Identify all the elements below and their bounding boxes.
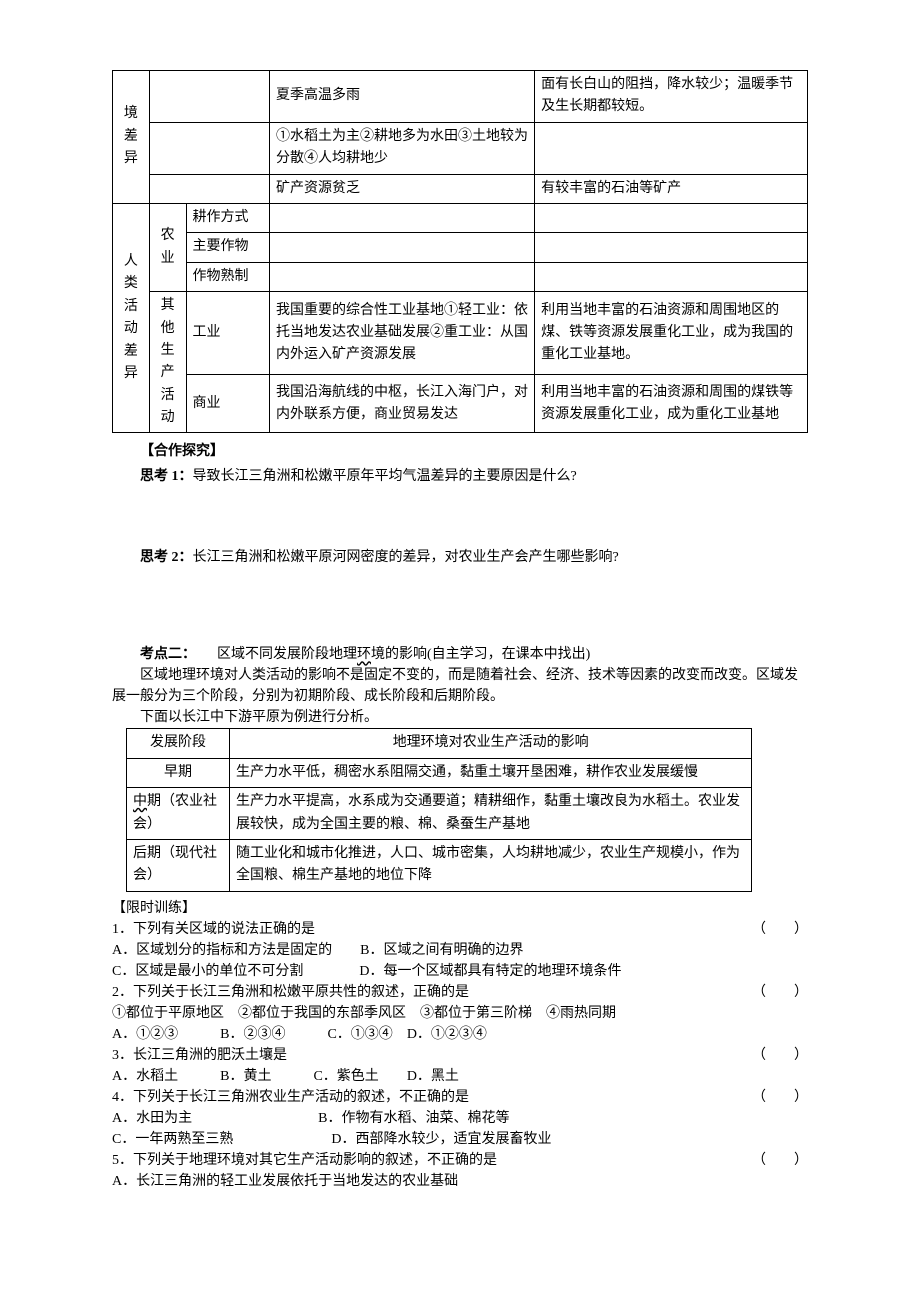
exercise-title: 【限时训练】: [112, 898, 808, 919]
cooperation-title: 【合作探究】: [112, 441, 808, 462]
cell-industry-label: 工业: [186, 292, 270, 375]
cell-mineral-ne: 有较丰富的石油等矿产: [535, 174, 808, 203]
q1-opts-2: C．区域是最小的单位不可分割 D．每一个区域都具有特定的地理环境条件: [112, 961, 808, 982]
q2-optC: C．①③④: [327, 1027, 392, 1042]
cell-blank: [270, 203, 535, 232]
q2-optA: A．①②③: [112, 1027, 178, 1042]
kd2-para2: 下面以长江中下游平原为例进行分析。: [112, 707, 808, 728]
cell-commerce-ne: 利用当地丰富的石油资源和周围的煤铁等资源发展重化工业，成为重化工业基地: [535, 375, 808, 433]
q4-optC: C．一年两熟至三熟: [112, 1132, 233, 1147]
q1-stem: 1．下列有关区域的说法正确的是 （ ）: [112, 919, 808, 940]
difference-table: 境差异 夏季高温多雨 面有长白山的阻挡，降水较少；温暖季节及生长期都较短。 ①水…: [112, 70, 808, 433]
cell-climate-yz: 夏季高温多雨: [270, 71, 535, 123]
q2-paren: （ ）: [752, 982, 808, 1003]
q4-optB: B．作物有水稻、油菜、棉花等: [318, 1111, 509, 1126]
t2-r3c2: 随工业化和城市化推进，人口、城市密集，人均耕地减少，农业生产规模小，作为全国粮、…: [230, 840, 752, 892]
q3-optB: B．黄土: [220, 1069, 271, 1084]
cell-mineral-yz: 矿产资源贫乏: [270, 174, 535, 203]
t2-r2c2: 生产力水平提高，水系成为交通要道；精耕细作，黏重土壤改良为水稻土。农业发展较快，…: [230, 788, 752, 840]
thinking-2-text: 长江三角洲和松嫩平原河网密度的差异，对农业生产会产生哪些影响?: [193, 550, 619, 565]
cell-crop-cycle: 作物熟制: [186, 262, 270, 291]
q4-stem: 4．下列关于长江三角洲农业生产活动的叙述，不正确的是 （ ）: [112, 1087, 808, 1108]
row-group-human: 人类活动差异: [113, 203, 150, 433]
thinking-1: 思考 1：导致长江三角洲和松嫩平原年平均气温差异的主要原因是什么?: [112, 466, 808, 487]
q5-paren: （ ）: [752, 1150, 808, 1171]
kd2-title-text: 区域不同发展阶段地理环境的影响(自主学习，在课本中找出): [189, 647, 590, 662]
q3-opts: A．水稻土 B．黄土 C．紫色土 D．黑土: [112, 1066, 808, 1087]
cell-blank: [149, 71, 269, 123]
q1-stem-text: 1．下列有关区域的说法正确的是: [112, 922, 315, 937]
kd2-para1: 区域地理环境对人类活动的影响不是固定不变的，而是随着社会、经济、技术等因素的改变…: [112, 665, 808, 707]
cell-blank: [149, 174, 269, 203]
t2-h2: 地理环境对农业生产活动的影响: [230, 729, 752, 758]
t2-r3c1: 后期（现代社会）: [127, 840, 230, 892]
t2-r1c1: 早期: [127, 758, 230, 787]
q5-stem: 5．下列关于地理环境对其它生产活动影响的叙述，不正确的是 （ ）: [112, 1150, 808, 1171]
row-group-env: 境差异: [113, 71, 150, 204]
q2-optD: D．①②③④: [407, 1027, 487, 1042]
q5-stem-text: 5．下列关于地理环境对其它生产活动影响的叙述，不正确的是: [112, 1153, 497, 1168]
t2-r1c2: 生产力水平低，稠密水系阻隔交通，黏重土壤开垦困难，耕作农业发展缓慢: [230, 758, 752, 787]
thinking-2-label: 思考 2：: [140, 550, 193, 565]
cell-blank: [149, 122, 269, 174]
q5-optA: A．长江三角洲的轻工业发展依托于当地发达的农业基础: [112, 1171, 808, 1192]
q4-paren: （ ）: [752, 1087, 808, 1108]
cell-blank: [535, 233, 808, 262]
cell-commerce-yz: 我国沿海航线的中枢，长江入海门户，对内外联系方便，商业贸易发达: [270, 375, 535, 433]
cell-industry-ne: 利用当地丰富的石油资源和周围地区的煤、铁等资源发展重化工业，成为我国的重化工业基…: [535, 292, 808, 375]
cell-main-crop: 主要作物: [186, 233, 270, 262]
thinking-1-label: 思考 1：: [140, 469, 193, 484]
sub-group-agri: 农业: [149, 203, 186, 291]
q2-opts: A．①②③ B．②③④ C．①③④ D．①②③④: [112, 1024, 808, 1045]
q3-paren: （ ）: [752, 1045, 808, 1066]
thinking-1-text: 导致长江三角洲和松嫩平原年平均气温差异的主要原因是什么?: [193, 469, 577, 484]
q3-stem: 3．长江三角洲的肥沃土壤是 （ ）: [112, 1045, 808, 1066]
q4-opts-2: C．一年两熟至三熟 D．西部降水较少，适宜发展畜牧业: [112, 1129, 808, 1150]
cell-blank: [270, 262, 535, 291]
q3-optA: A．水稻土: [112, 1069, 178, 1084]
q4-optD: D．西部降水较少，适宜发展畜牧业: [331, 1132, 551, 1147]
cell-blank: [535, 203, 808, 232]
q3-stem-text: 3．长江三角洲的肥沃土壤是: [112, 1048, 287, 1063]
t2-r2c1: 中期（农业社会）: [127, 788, 230, 840]
cell-commerce-label: 商业: [186, 375, 270, 433]
q1-opts-1: A．区域划分的指标和方法是固定的 B．区域之间有明确的边界: [112, 940, 808, 961]
q4-opts-1: A．水田为主 B．作物有水稻、油菜、棉花等: [112, 1108, 808, 1129]
cell-climate-ne: 面有长白山的阻挡，降水较少；温暖季节及生长期都较短。: [535, 71, 808, 123]
cell-blank: [535, 262, 808, 291]
q1-optA: A．区域划分的指标和方法是固定的: [112, 943, 332, 958]
q1-optC: C．区域是最小的单位不可分割: [112, 964, 303, 979]
thinking-2: 思考 2：长江三角洲和松嫩平原河网密度的差异，对农业生产会产生哪些影响?: [112, 547, 808, 568]
q1-paren: （ ）: [752, 919, 808, 940]
kd2-label: 考点二：: [140, 647, 189, 662]
q3-optD: D．黑土: [407, 1069, 459, 1084]
cell-industry-yz: 我国重要的综合性工业基地①轻工业：依托当地发达农业基础发展②重工业：从国内外运入…: [270, 292, 535, 375]
cell-land-yz: ①水稻土为主②耕地多为水田③土地较为分散④人均耕地少: [270, 122, 535, 174]
q2-line2: ①都位于平原地区 ②都位于我国的东部季风区 ③都位于第三阶梯 ④雨热同期: [112, 1003, 808, 1024]
q4-stem-text: 4．下列关于长江三角洲农业生产活动的叙述，不正确的是: [112, 1090, 469, 1105]
cell-blank: [270, 233, 535, 262]
q1-optB: B．区域之间有明确的边界: [360, 943, 523, 958]
kd2-line: 考点二： 区域不同发展阶段地理环境的影响(自主学习，在课本中找出): [112, 644, 808, 665]
t2-h1: 发展阶段: [127, 729, 230, 758]
q1-optD: D．每一个区域都具有特定的地理环境条件: [359, 964, 621, 979]
cell-farming-method: 耕作方式: [186, 203, 270, 232]
q3-optC: C．紫色土: [313, 1069, 378, 1084]
q2-stem: 2．下列关于长江三角洲和松嫩平原共性的叙述，正确的是 （ ）: [112, 982, 808, 1003]
q4-optA: A．水田为主: [112, 1111, 192, 1126]
cell-blank: [535, 122, 808, 174]
sub-group-other: 其他生产活动: [149, 292, 186, 433]
stages-table: 发展阶段 地理环境对农业生产活动的影响 早期 生产力水平低，稠密水系阻隔交通，黏…: [126, 728, 752, 891]
q2-stem-text: 2．下列关于长江三角洲和松嫩平原共性的叙述，正确的是: [112, 985, 469, 1000]
q2-optB: B．②③④: [220, 1027, 285, 1042]
